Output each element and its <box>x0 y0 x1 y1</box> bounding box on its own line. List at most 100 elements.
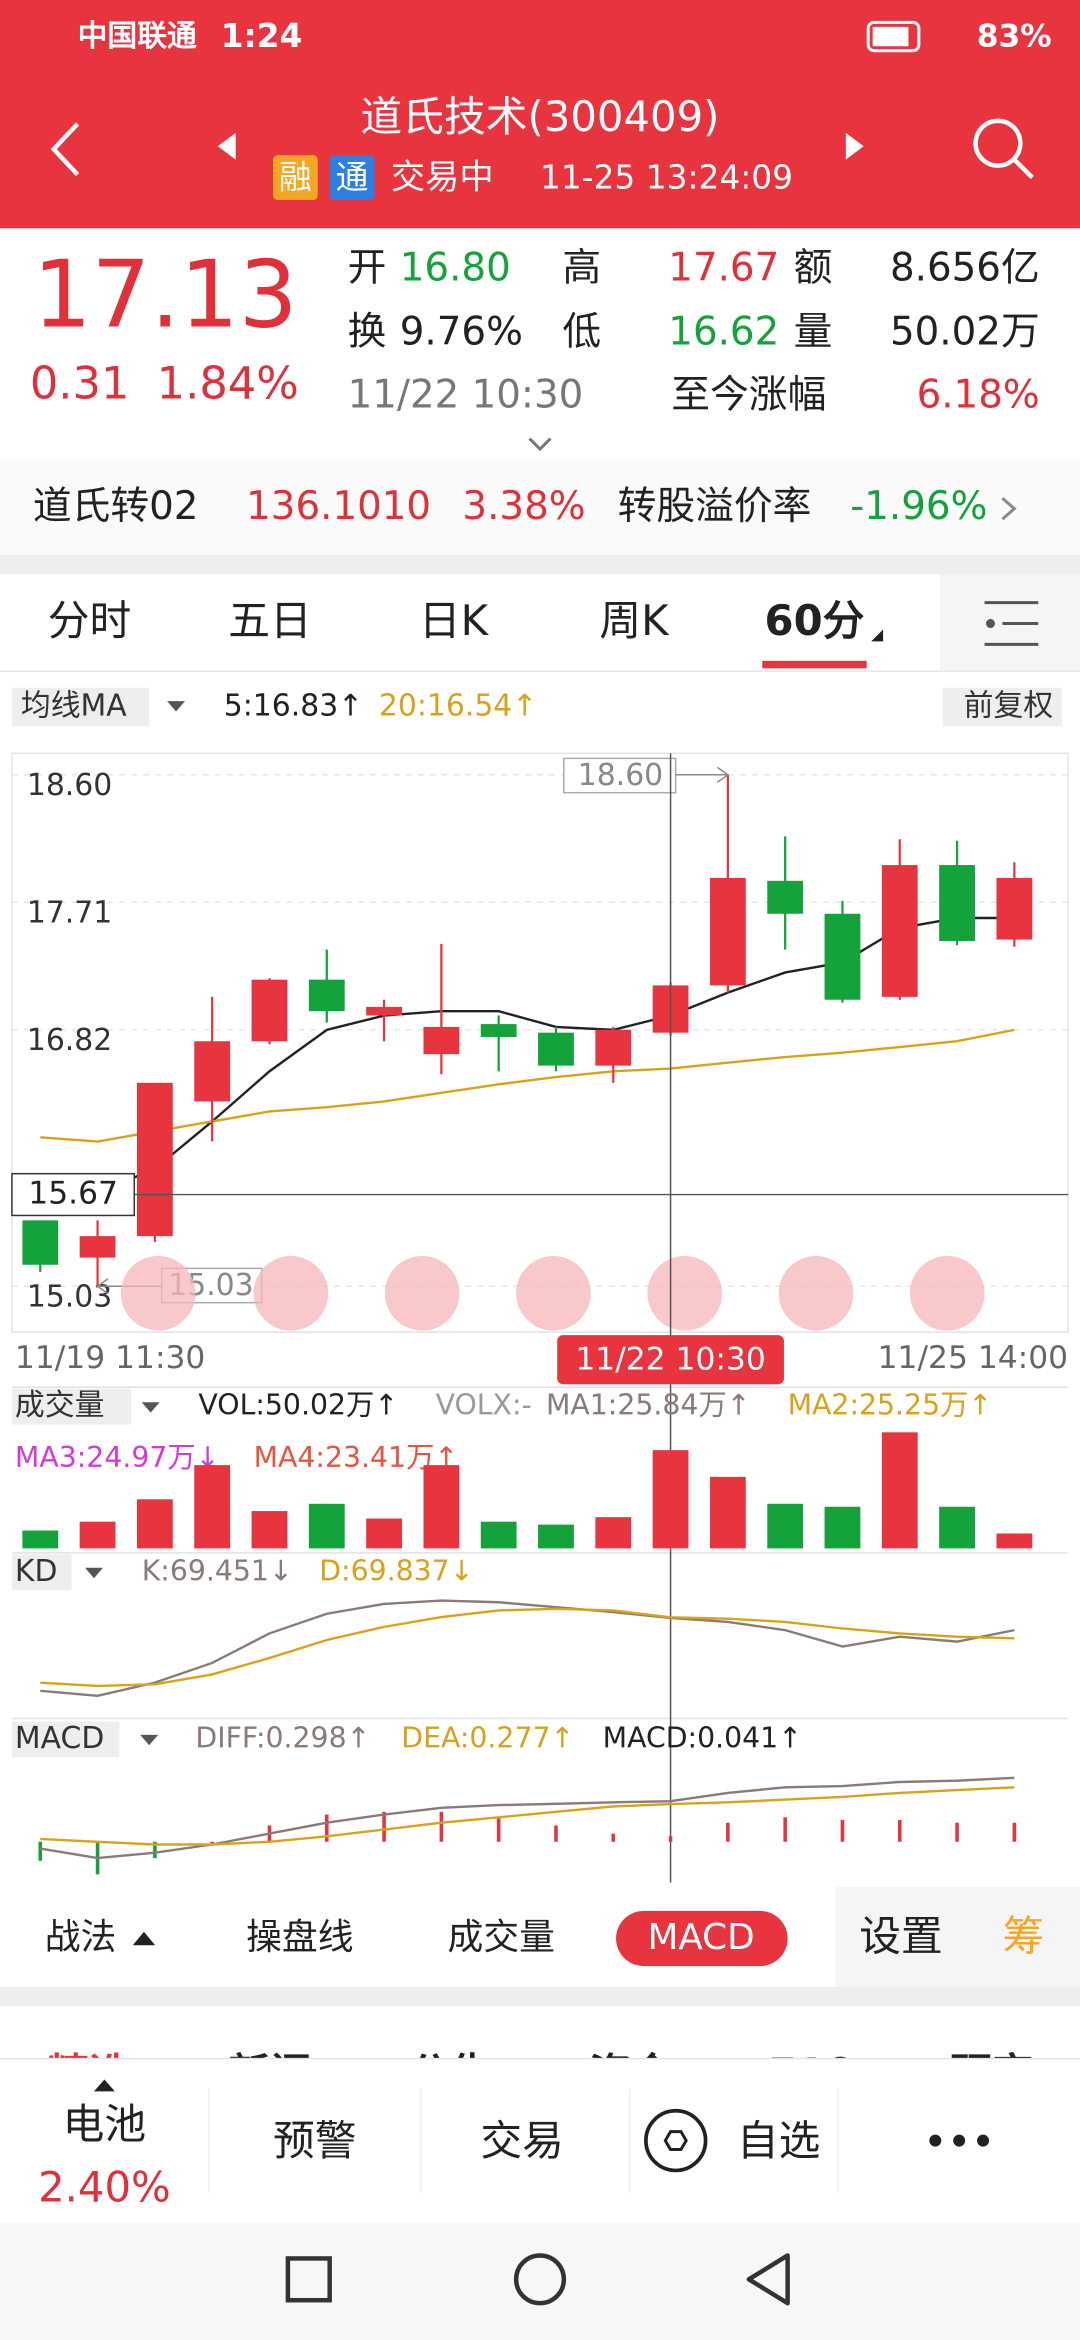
kd-line <box>40 1599 1015 1697</box>
battery-icon <box>866 20 921 53</box>
period-tab[interactable]: 五日 <box>228 596 312 645</box>
battery-percent: 83% <box>977 18 1052 54</box>
prev-stock[interactable] <box>217 132 236 160</box>
menu-icon[interactable] <box>984 601 1039 646</box>
bond-price: 136.1010 <box>246 484 431 529</box>
tab-corner <box>871 629 884 642</box>
overlay-button[interactable] <box>778 1256 854 1331</box>
overlay-button[interactable] <box>253 1256 329 1331</box>
field-label: 换 <box>348 310 387 355</box>
period-tab[interactable]: 60分 <box>765 596 865 645</box>
toolbar-item[interactable]: 筹 <box>1002 1912 1044 1961</box>
panel-title[interactable]: MACD <box>15 1721 104 1756</box>
ma-line <box>97 916 1015 1195</box>
candle-body <box>22 1220 59 1265</box>
macd-bar <box>439 1811 444 1842</box>
adjust-label[interactable]: 前复权 <box>964 689 1053 724</box>
home-button[interactable] <box>513 2253 567 2306</box>
ma5-value: 5:16.83↑ <box>224 689 363 724</box>
toolbar-right-bg <box>835 1887 1080 1987</box>
macd-line <box>40 1786 1015 1846</box>
charts: 18.6017.7116.8215.0318.6015.0315.6711/19… <box>11 753 1068 1883</box>
period-tabs: 分时 五日 日K 周K 60分 <box>48 596 884 669</box>
toolbar-item[interactable]: MACD <box>647 1917 754 1958</box>
badge: 通 <box>336 159 369 197</box>
macd-bar <box>611 1833 616 1842</box>
toolbar-item[interactable]: 成交量 <box>448 1917 555 1958</box>
change-pct: 1.84% <box>157 356 299 409</box>
bond-chevron[interactable] <box>1001 497 1017 521</box>
toolbar-pill <box>616 1910 788 1967</box>
panel-title[interactable]: 成交量 <box>15 1388 104 1423</box>
bond-name[interactable]: 道氏转02 <box>33 484 199 529</box>
nav-item[interactable]: 自选 <box>737 2116 821 2165</box>
separator <box>0 554 1080 575</box>
overlay-button[interactable] <box>384 1256 460 1331</box>
field-value: 8.656亿 <box>890 245 1040 290</box>
ma-label-bg <box>11 687 150 727</box>
toolbar-item[interactable]: 操盘线 <box>246 1917 353 1958</box>
macd-bar <box>324 1814 329 1842</box>
panel-title-bg <box>11 1721 120 1758</box>
panel-title-bg <box>11 1388 132 1425</box>
overlay-button[interactable] <box>120 1256 196 1331</box>
next-stock[interactable] <box>845 132 864 160</box>
dropdown-arrow <box>140 1734 159 1746</box>
panel-title[interactable]: KD <box>15 1554 58 1589</box>
macd-bar <box>1012 1822 1017 1842</box>
crosshair-x-box <box>557 1335 784 1385</box>
macd-bar <box>496 1817 501 1842</box>
indicator: VOLX:- <box>436 1389 532 1422</box>
overlay-button[interactable] <box>647 1256 722 1331</box>
field-value: 16.62 <box>668 310 779 355</box>
toolbar-item[interactable]: 设置 <box>859 1912 943 1961</box>
nav-icon-inner <box>663 2130 688 2152</box>
volume-bar <box>251 1511 288 1549</box>
overlay-button[interactable] <box>909 1256 985 1331</box>
expand-chevron[interactable] <box>528 437 552 452</box>
since-value: 6.18% <box>917 372 1040 417</box>
nav-arrow <box>93 2079 115 2092</box>
indicator: VOL:50.02万↑ <box>198 1389 398 1422</box>
menu-dot <box>986 619 995 629</box>
search-button[interactable] <box>973 118 1023 168</box>
overlay-button[interactable] <box>516 1256 591 1331</box>
more-dot[interactable] <box>929 2134 942 2147</box>
nav-item[interactable]: 电池 <box>63 2100 146 2149</box>
crosshair-y-box <box>11 1172 136 1217</box>
volume-bar <box>996 1533 1033 1549</box>
premium-value: -1.96% <box>850 484 987 529</box>
y-tick-label: 18.60 <box>27 768 112 803</box>
adjust-bg <box>942 687 1063 727</box>
candle-body <box>308 979 345 1012</box>
more-dot <box>977 2134 990 2147</box>
back-button[interactable] <box>50 122 80 177</box>
field-value: 16.80 <box>400 245 511 290</box>
period-tab[interactable]: 日K <box>419 596 490 645</box>
recents-button[interactable] <box>285 2256 332 2303</box>
toolbar-item[interactable]: 战法 <box>45 1917 117 1958</box>
nav-dividers <box>208 2088 840 2193</box>
volume-bar <box>538 1524 574 1549</box>
volume-bar <box>79 1521 116 1549</box>
trade-status: 交易中 <box>391 158 494 198</box>
period-tab[interactable]: 周K <box>599 596 670 645</box>
ma-label[interactable]: 均线MA <box>21 689 127 724</box>
candle-body <box>251 979 288 1042</box>
indicator: MACD:0.041↑ <box>603 1721 802 1754</box>
period-tab[interactable]: 分时 <box>48 596 132 645</box>
x-tick-label: 11/22 10:30 <box>575 1341 765 1377</box>
nav-item[interactable]: 预警 <box>273 2116 357 2165</box>
macd-bar <box>38 1841 43 1861</box>
y-tick-label: 17.71 <box>27 896 112 931</box>
volume-bar <box>881 1432 918 1549</box>
back-system-button[interactable] <box>746 2253 790 2306</box>
macd-bar <box>382 1811 386 1842</box>
candle-body <box>79 1236 116 1258</box>
candle-body <box>480 1024 517 1037</box>
nav-item[interactable]: 交易 <box>480 2116 563 2165</box>
change: 0.31 <box>30 356 130 409</box>
price: 17.13 <box>33 241 298 349</box>
candle-body <box>709 877 746 986</box>
